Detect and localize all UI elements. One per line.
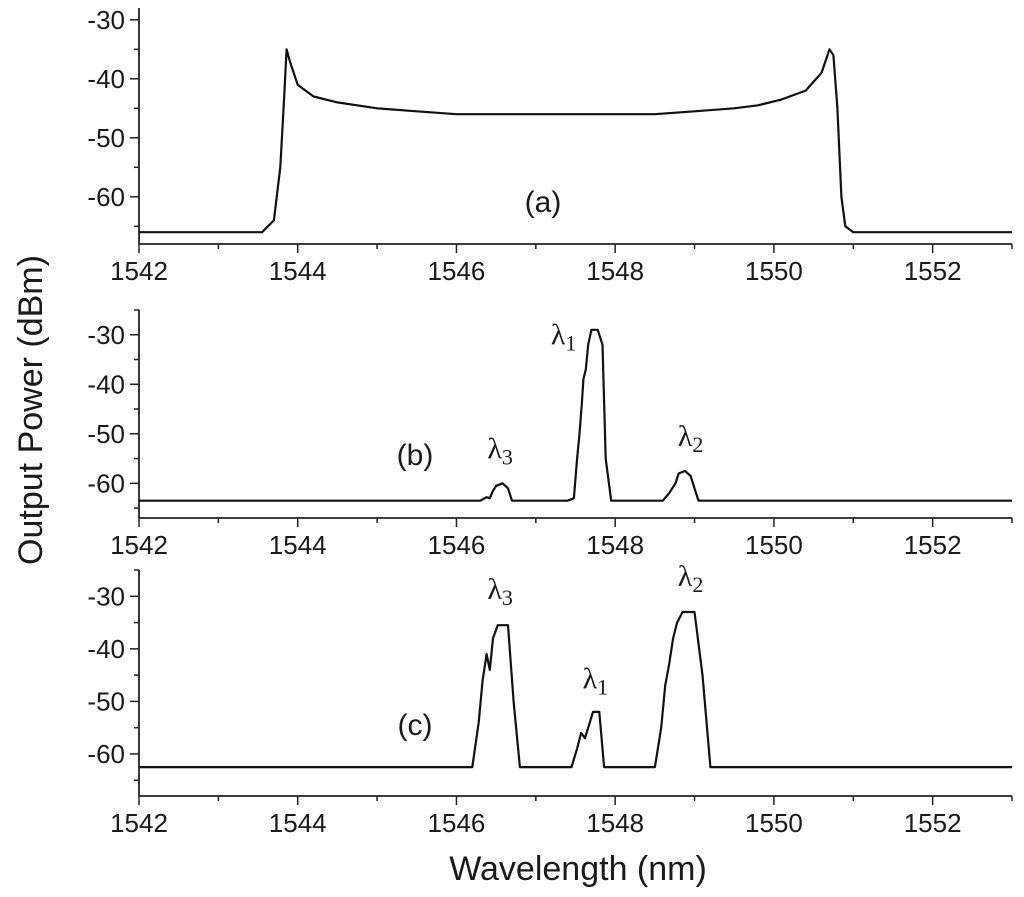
x-tick-label: 1550 xyxy=(745,808,803,838)
panel-label: (b) xyxy=(397,439,434,472)
x-tick-label: 1546 xyxy=(428,530,486,560)
x-tick-label: 1544 xyxy=(269,256,327,286)
x-tick-label: 1546 xyxy=(428,256,486,286)
x-tick-label: 1548 xyxy=(586,530,644,560)
y-tick-label: -60 xyxy=(87,182,125,212)
x-tick-label: 1550 xyxy=(745,530,803,560)
peak-label: λ1 xyxy=(551,319,577,356)
y-tick-label: -60 xyxy=(87,739,125,769)
y-tick-label: -40 xyxy=(87,634,125,664)
y-tick-label: -50 xyxy=(87,123,125,153)
y-tick-label: -30 xyxy=(87,320,125,350)
panels: 1542 1544 1546 1548 1550 1552-30-40-50-60 (a)1… xyxy=(87,5,1013,838)
y-tick-label: -30 xyxy=(87,581,125,611)
spectrum-line xyxy=(139,328,1012,502)
x-tick-label: 1544 xyxy=(269,808,327,838)
panel-b: 1542 1544 1546 1548 1550 1552 -30 -40 -50 -60 (b) λ… xyxy=(87,309,1013,560)
x-tick-label: 1542 xyxy=(110,808,168,838)
x-tick-label: 1552 xyxy=(904,808,962,838)
panel-c: 1542 1544 1546 1548 1550 1552 -30 -40 -50 -60 (c) λ… xyxy=(87,560,1013,838)
panel-label: (c) xyxy=(398,709,433,742)
x-tick-label: 1548 xyxy=(586,808,644,838)
x-tick-label: 1546 xyxy=(428,808,486,838)
y-tick-label: -40 xyxy=(87,64,125,94)
x-tick-label: 1542 xyxy=(110,530,168,560)
peak-label: λ3 xyxy=(487,433,513,470)
peak-label: λ2 xyxy=(678,560,704,597)
x-tick-label: 1544 xyxy=(269,530,327,560)
x-tick-label: 1542 xyxy=(110,256,168,286)
y-tick-label: -50 xyxy=(87,686,125,716)
x-axis-title: Wavelength (nm) xyxy=(449,850,707,888)
y-tick-label: -50 xyxy=(87,419,125,449)
peak-label: λ3 xyxy=(487,573,513,610)
y-tick-label: -40 xyxy=(87,369,125,399)
x-tick-label: 1550 xyxy=(745,256,803,286)
y-tick-label: -60 xyxy=(87,468,125,498)
peak-label: λ1 xyxy=(583,662,609,699)
x-tick-label: 1548 xyxy=(586,256,644,286)
spectrum-line xyxy=(139,48,1012,234)
x-tick-label: 1552 xyxy=(904,256,962,286)
panel-label: (a) xyxy=(525,186,562,219)
panel-a: 1542 1544 1546 1548 1550 1552 -30 -40 -50 -60 (a) xyxy=(87,5,1013,286)
spectrum-line xyxy=(139,610,1012,769)
y-tick-label: -30 xyxy=(87,5,125,35)
x-tick-label: 1552 xyxy=(904,530,962,560)
peak-label: λ2 xyxy=(678,420,704,457)
y-axis-title: Output Power (dBm) xyxy=(12,255,50,565)
